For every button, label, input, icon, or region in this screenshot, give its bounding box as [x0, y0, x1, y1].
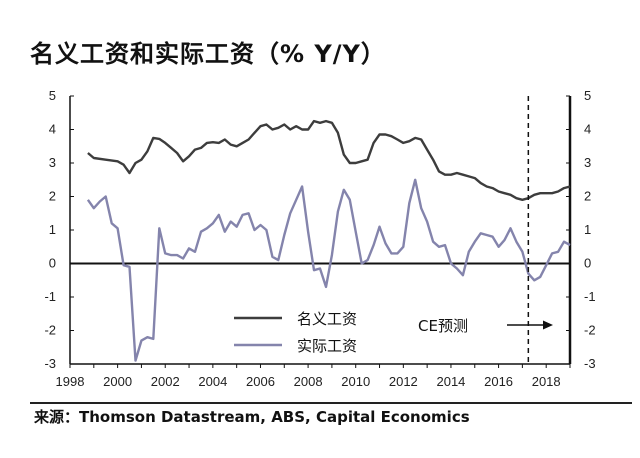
y-tick-label-left: -2: [44, 323, 56, 338]
y-tick-label-left: 5: [49, 88, 56, 103]
x-tick-label: 2002: [151, 374, 180, 389]
x-tick-label: 2008: [294, 374, 323, 389]
source-note: 来源：Thomson Datastream, ABS, Capital Econ…: [34, 408, 470, 426]
y-tick-label-left: -1: [44, 289, 56, 304]
series-layer: [86, 119, 571, 362]
y-tick-label-right: 1: [584, 222, 591, 237]
nominal-wage-line: [87, 119, 571, 201]
y-tick-label-left: 4: [49, 122, 56, 137]
y-tick-label-right: 4: [584, 122, 591, 137]
y-tick-label-right: 0: [584, 256, 591, 271]
y-tick-label-right: 2: [584, 189, 591, 204]
x-tick-label: 2018: [532, 374, 561, 389]
y-tick-label-right: 3: [584, 155, 591, 170]
y-tick-label-right: -3: [584, 356, 596, 371]
x-tick-label: 2004: [198, 374, 227, 389]
x-tick-label: 1998: [56, 374, 85, 389]
forecast-annotation: CE预测: [418, 96, 553, 364]
y-tick-label-right: 5: [584, 88, 591, 103]
x-tick-label: 2006: [246, 374, 275, 389]
legend-real-label: 实际工资: [297, 337, 357, 355]
forecast-label: CE预测: [418, 317, 468, 335]
y-tick-label-left: 1: [49, 222, 56, 237]
y-tick-label-left: 2: [49, 189, 56, 204]
y-axis-left: 5 4 3 2 1 0 -1 -2 -3: [44, 88, 74, 371]
x-tick-label: 2012: [389, 374, 418, 389]
x-tick-label: 2010: [341, 374, 370, 389]
x-tick-label: 2000: [103, 374, 132, 389]
real-wage-line: [86, 178, 571, 362]
y-tick-label-left: -3: [44, 356, 56, 371]
x-tick-label: 2016: [484, 374, 513, 389]
x-axis: 1998 2000 2002 2004 2006 2008 2010 2012 2014 2016…: [56, 364, 571, 389]
y-tick-label-right: -1: [584, 289, 596, 304]
forecast-arrow-icon: [543, 320, 553, 330]
x-tick-label: 2014: [436, 374, 465, 389]
y-tick-label-left: 0: [49, 256, 56, 271]
source-divider: [30, 402, 632, 404]
legend-nominal-label: 名义工资: [297, 310, 357, 328]
y-axis-right: 5 4 3 2 1 0 -1 -2 -3: [566, 88, 596, 371]
chart-title: 名义工资和实际工资（% Y/Y）: [30, 40, 386, 68]
y-tick-label-right: -2: [584, 323, 596, 338]
y-tick-label-left: 3: [49, 155, 56, 170]
